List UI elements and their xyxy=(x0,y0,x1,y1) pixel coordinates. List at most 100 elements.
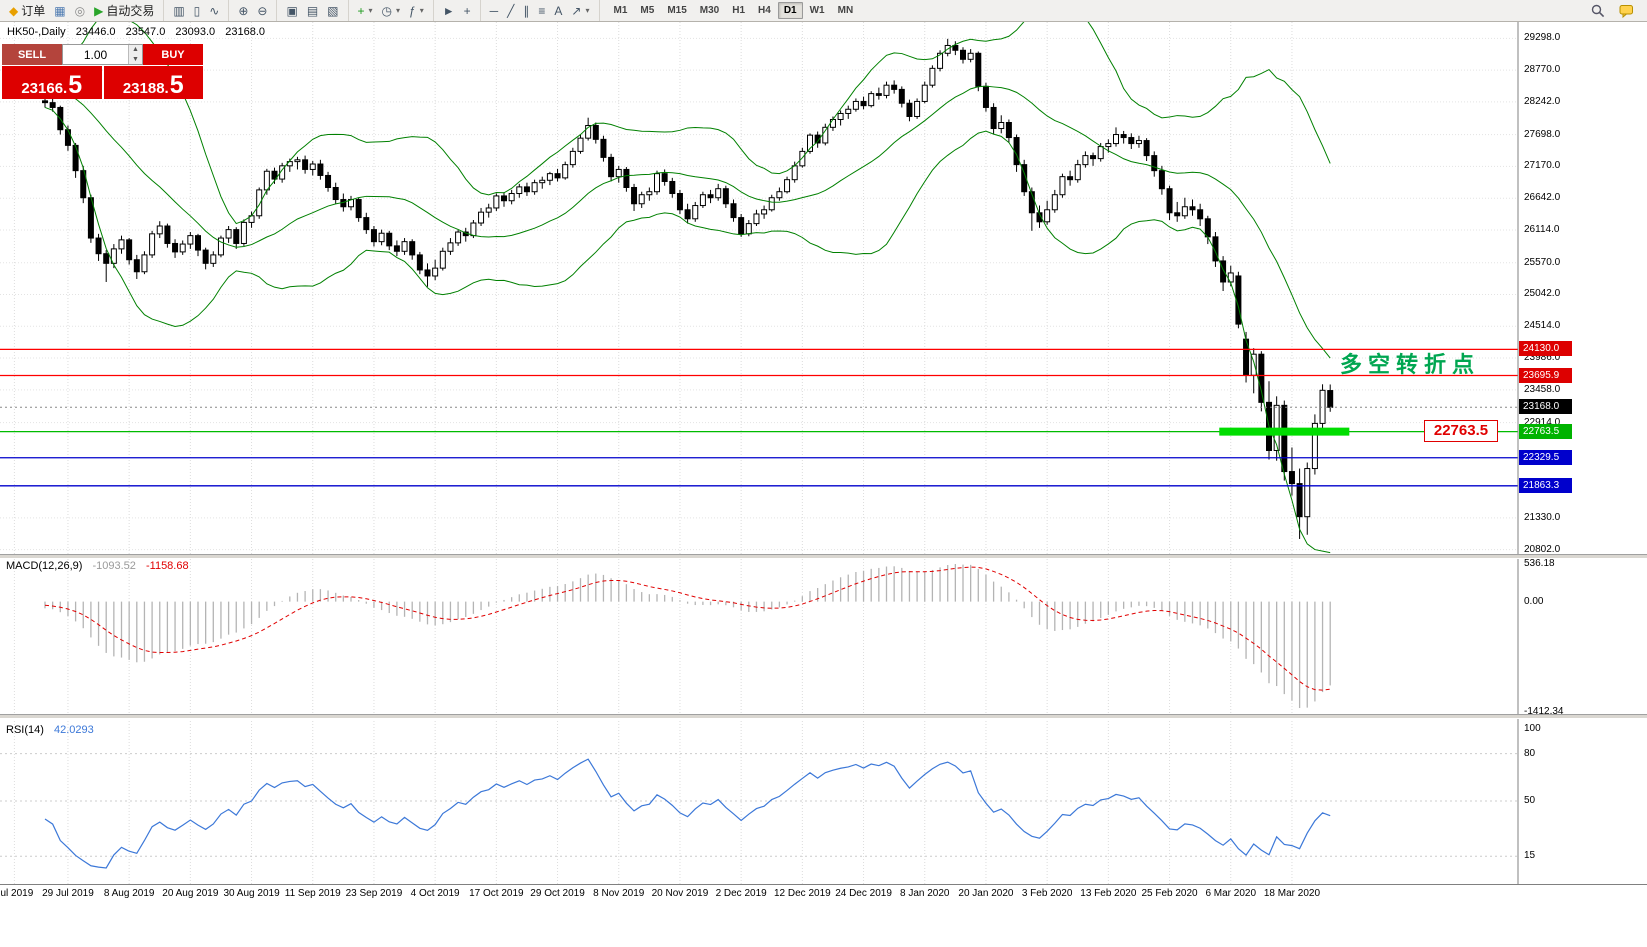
candlestick-icon-icon: ▯ xyxy=(193,3,201,18)
indicators-button[interactable]: ƒ ▾ xyxy=(406,4,427,18)
equidistant-channel-icon[interactable]: ∥ xyxy=(520,4,532,18)
price-tag-22763.5: 22763.5 xyxy=(1519,423,1572,439)
date-label: 8 Nov 2019 xyxy=(593,888,645,899)
arrange-windows-icon[interactable]: ▤ xyxy=(304,4,321,18)
horizontal-line-icon[interactable]: ─ xyxy=(487,4,502,18)
open-value: 23446.0 xyxy=(75,26,116,38)
buy-price-button[interactable]: 23188. 5 xyxy=(103,66,203,99)
cursor-icon[interactable]: ► xyxy=(440,4,458,18)
timeframe-button-h4[interactable]: H4 xyxy=(758,5,771,16)
main-chart-panel[interactable] xyxy=(0,22,1518,554)
price-scale-label: 25042.0 xyxy=(1524,288,1561,300)
price-scale-label: 27170.0 xyxy=(1524,160,1561,172)
crosshair-icon[interactable]: + xyxy=(461,4,474,18)
price-scale-label: 23986.0 xyxy=(1524,352,1561,364)
text-label-icon-icon: A xyxy=(554,3,563,18)
candlestick-icon[interactable]: ▯ xyxy=(191,4,204,18)
zoom-out-icon[interactable]: ⊖ xyxy=(254,4,270,18)
bollinger-middle-band xyxy=(44,84,1331,359)
new-chart-icon: + xyxy=(357,3,365,18)
cascade-windows-icon[interactable]: ▧ xyxy=(324,4,341,18)
new-chart-button[interactable]: + ▾ xyxy=(355,4,376,18)
date-label: 23 Sep 2019 xyxy=(345,888,403,899)
timeframe-button-d1[interactable]: D1 xyxy=(777,2,803,19)
high-value: 23547.0 xyxy=(125,26,166,38)
refresh-icon-icon: ◎ xyxy=(74,3,86,18)
tile-windows-icon-icon: ▣ xyxy=(286,3,298,18)
date-label: 11 Sep 2019 xyxy=(284,888,341,899)
close-value: 23168.0 xyxy=(225,26,265,38)
zoom-in-icon-icon: ⊕ xyxy=(238,3,249,18)
toolbar-group: ⊕ ⊖ xyxy=(229,0,278,21)
sell-price-button[interactable]: 23166. 5 xyxy=(2,66,102,99)
timeframe-button-m15[interactable]: M15 xyxy=(667,5,687,16)
toolbar-group: + ▾ ◷ ▾ ƒ ▾ xyxy=(349,0,434,21)
buy-price-main: 23188. xyxy=(122,80,169,97)
rsi-panel[interactable] xyxy=(0,722,1518,880)
macd-scale-label: 536.18 xyxy=(1524,558,1555,569)
text-label-icon[interactable]: A xyxy=(551,4,565,18)
support-price-label[interactable]: 22763.5 xyxy=(1424,420,1498,442)
timeframe-button-h1[interactable]: H1 xyxy=(732,5,746,16)
indicators-icon: ƒ xyxy=(409,3,416,18)
timeframe-button-m5[interactable]: M5 xyxy=(640,5,655,16)
timeframe-button-w1[interactable]: W1 xyxy=(809,5,825,16)
trendline-icon[interactable]: ╱ xyxy=(504,4,517,18)
trendline-icon-icon: ╱ xyxy=(507,3,515,18)
rsi-scale-label: 15 xyxy=(1524,850,1536,862)
rsi-value: 42.0293 xyxy=(53,724,94,736)
volume-up-button[interactable]: ▲ xyxy=(129,45,142,55)
timeframe-button-m30[interactable]: M30 xyxy=(699,5,720,16)
horizontal-line-icon-icon: ─ xyxy=(489,3,499,18)
line-chart-icon[interactable]: ∿ xyxy=(206,4,222,18)
macd-rsi-splitter[interactable] xyxy=(0,714,1647,719)
macd-scale-label: 0.00 xyxy=(1524,595,1544,607)
bar-chart-icon[interactable]: ▥ xyxy=(170,4,187,18)
arrow-tools-icon[interactable]: ↗ ▾ xyxy=(568,4,592,18)
rsi-header: RSI(14) 42.0293 xyxy=(6,724,94,736)
chart-macd-splitter[interactable] xyxy=(0,554,1647,559)
chart-window-icon[interactable]: ▦ xyxy=(51,4,68,18)
price-tag-21863.3: 21863.3 xyxy=(1519,477,1572,493)
macd-panel[interactable] xyxy=(0,558,1518,713)
search-button[interactable] xyxy=(1588,3,1608,19)
date-label: 8 Aug 2019 xyxy=(103,888,155,899)
volume-input[interactable] xyxy=(63,45,128,64)
macd-main-value: -1093.52 xyxy=(92,560,136,572)
tile-windows-icon[interactable]: ▣ xyxy=(283,4,300,18)
date-label: 3 Feb 2020 xyxy=(1021,888,1073,899)
zoom-in-icon[interactable]: ⊕ xyxy=(235,4,251,18)
profiles-icon[interactable]: ◷ ▾ xyxy=(379,4,404,18)
cursor-icon-icon: ► xyxy=(442,3,455,18)
refresh-icon[interactable]: ◎ xyxy=(72,4,88,18)
date-label: 8 Jan 2020 xyxy=(900,888,950,899)
bollinger-lower-band xyxy=(44,106,1331,554)
autotrading-button[interactable]: ▶ 自动交易 xyxy=(91,1,157,20)
turning-point-annotation[interactable]: 多空转折点 xyxy=(1340,352,1481,377)
volume-down-button[interactable]: ▼ xyxy=(129,54,142,64)
buy-button[interactable]: BUY xyxy=(143,44,203,65)
chat-icon xyxy=(1619,4,1633,18)
price-scale-label: 26642.0 xyxy=(1524,192,1561,204)
time-axis[interactable] xyxy=(0,884,1647,907)
sell-button[interactable]: SELL xyxy=(2,44,62,65)
date-label: 20 Jan 2020 xyxy=(958,888,1014,899)
chat-button[interactable] xyxy=(1616,3,1637,19)
volume-stepper[interactable]: ▲ ▼ xyxy=(62,44,143,65)
new-order-button-label: 订单 xyxy=(21,4,46,18)
bar-chart-icon-icon: ▥ xyxy=(173,3,185,18)
timeframe-bar: M1 M5 M15 M30 H1 H4 D1 W1 MN xyxy=(600,2,868,19)
new-order-button[interactable]: ◆ 订单 xyxy=(6,1,48,20)
rsi-scale-label: 100 xyxy=(1524,723,1541,734)
timeframe-button-m1[interactable]: M1 xyxy=(613,5,628,16)
dropdown-arrow-icon: ▾ xyxy=(585,6,590,15)
timeframe-button-mn[interactable]: MN xyxy=(837,5,854,16)
toolbar-groups: ◆ 订单 ▦ ◎ ▶ 自动交易 ▥ ▯ ∿ ⊕ ⊖ ▣ ▤ ▧ + ▾ ◷ ▾ ƒ ▾ ► + ─ ╱ ∥ ≡ A ↗ ▾ xyxy=(0,0,600,21)
fibonacci-icon[interactable]: ≡ xyxy=(535,4,548,18)
dropdown-arrow-icon: ▾ xyxy=(396,6,401,15)
price-scale[interactable] xyxy=(1518,22,1647,884)
symbol-period-label: HK50-,Daily xyxy=(7,26,66,38)
buy-price-pip: 5 xyxy=(169,70,184,99)
rsi-title: RSI(14) xyxy=(6,724,44,736)
